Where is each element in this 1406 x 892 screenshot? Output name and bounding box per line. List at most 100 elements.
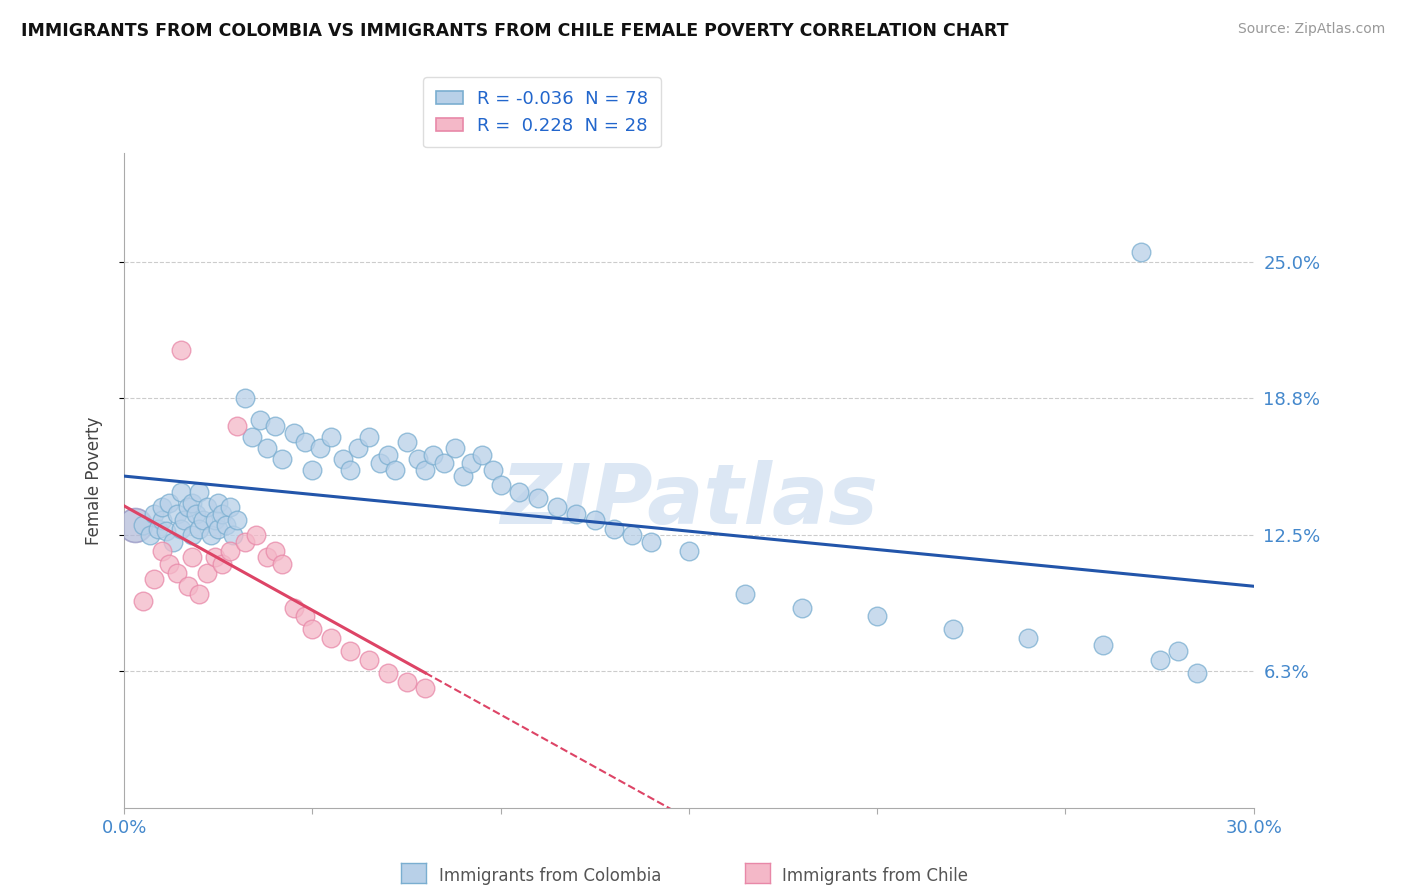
Point	[406, 452, 429, 467]
Point	[233, 391, 256, 405]
Point	[177, 500, 200, 514]
Point	[357, 430, 380, 444]
Point	[640, 535, 662, 549]
Point	[193, 513, 215, 527]
Point	[157, 496, 180, 510]
Point	[489, 478, 512, 492]
Point	[368, 456, 391, 470]
Point	[377, 448, 399, 462]
Point	[294, 434, 316, 449]
Point	[143, 572, 166, 586]
Point	[395, 434, 418, 449]
Point	[283, 425, 305, 440]
Point	[546, 500, 568, 514]
Point	[204, 513, 226, 527]
Point	[169, 522, 191, 536]
Point	[527, 491, 550, 506]
Point	[218, 543, 240, 558]
Point	[263, 419, 285, 434]
Point	[1092, 638, 1115, 652]
Point	[283, 600, 305, 615]
Point	[146, 522, 169, 536]
Point	[204, 550, 226, 565]
Text: Source: ZipAtlas.com: Source: ZipAtlas.com	[1237, 22, 1385, 37]
Point	[207, 496, 229, 510]
Point	[211, 507, 233, 521]
Point	[211, 557, 233, 571]
Point	[339, 463, 361, 477]
Point	[177, 579, 200, 593]
Point	[395, 674, 418, 689]
Point	[1167, 644, 1189, 658]
Point	[271, 452, 294, 467]
Point	[377, 666, 399, 681]
Point	[240, 430, 263, 444]
Point	[188, 484, 211, 499]
Point	[294, 609, 316, 624]
Legend: R = -0.036  N = 78, R =  0.228  N = 28: R = -0.036 N = 78, R = 0.228 N = 28	[423, 77, 661, 147]
Point	[132, 517, 155, 532]
Point	[245, 528, 267, 542]
Point	[734, 587, 756, 601]
Point	[166, 507, 188, 521]
Point	[433, 456, 456, 470]
Point	[169, 343, 191, 357]
Point	[346, 441, 368, 455]
Point	[866, 609, 889, 624]
Point	[301, 463, 323, 477]
Point	[155, 524, 177, 538]
Point	[222, 528, 245, 542]
Point	[621, 528, 644, 542]
Point	[218, 500, 240, 514]
Point	[790, 600, 813, 615]
Point	[143, 507, 166, 521]
Text: Immigrants from Chile: Immigrants from Chile	[782, 867, 967, 885]
Y-axis label: Female Poverty: Female Poverty	[86, 417, 103, 545]
Point	[157, 557, 180, 571]
Point	[166, 566, 188, 580]
Point	[150, 500, 173, 514]
Point	[180, 496, 202, 510]
Point	[215, 517, 238, 532]
Point	[1149, 653, 1171, 667]
Point	[941, 623, 963, 637]
Point	[309, 441, 332, 455]
Point	[583, 513, 606, 527]
Point	[195, 500, 218, 514]
Text: ZIPatlas: ZIPatlas	[501, 460, 877, 541]
Text: IMMIGRANTS FROM COLOMBIA VS IMMIGRANTS FROM CHILE FEMALE POVERTY CORRELATION CHA: IMMIGRANTS FROM COLOMBIA VS IMMIGRANTS F…	[21, 22, 1008, 40]
Point	[271, 557, 294, 571]
Point	[332, 452, 354, 467]
Point	[602, 522, 624, 536]
Point	[482, 463, 505, 477]
Point	[249, 413, 271, 427]
Point	[150, 513, 173, 527]
Point	[460, 456, 482, 470]
Point	[1129, 244, 1152, 259]
Point	[301, 623, 323, 637]
Point	[321, 631, 343, 645]
Point	[188, 522, 211, 536]
Point	[169, 484, 191, 499]
Point	[263, 543, 285, 558]
Point	[384, 463, 406, 477]
Point	[321, 430, 343, 444]
Point	[132, 594, 155, 608]
Point	[415, 463, 437, 477]
Point	[200, 528, 222, 542]
Point	[226, 419, 249, 434]
Point	[1187, 666, 1209, 681]
Point	[565, 507, 588, 521]
Point	[195, 566, 218, 580]
Point	[180, 528, 202, 542]
Point	[180, 550, 202, 565]
Point	[415, 681, 437, 696]
Point	[339, 644, 361, 658]
Text: Immigrants from Colombia: Immigrants from Colombia	[439, 867, 661, 885]
Point	[162, 535, 184, 549]
Point	[1017, 631, 1039, 645]
Point	[508, 484, 530, 499]
Point	[233, 535, 256, 549]
Point	[150, 543, 173, 558]
Point	[256, 441, 278, 455]
